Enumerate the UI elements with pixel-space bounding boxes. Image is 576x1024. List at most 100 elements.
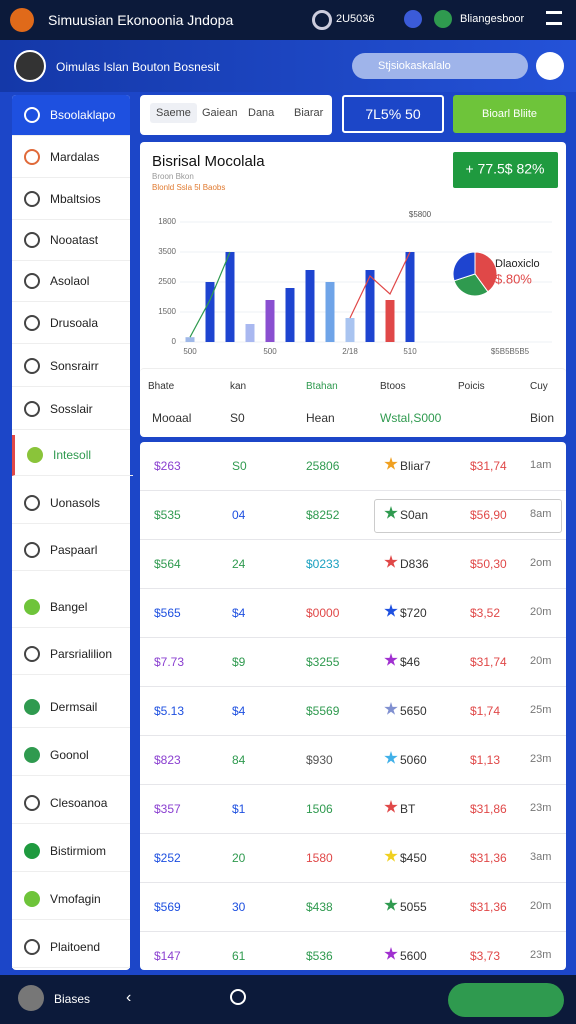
nav-icon: [24, 315, 40, 331]
nav-icon: [24, 401, 40, 417]
line: [189, 251, 231, 338]
cell: 20m: [530, 655, 552, 667]
cell: $31,74: [470, 459, 507, 473]
nav-item[interactable]: Goonol: [12, 735, 130, 776]
cell: 30: [232, 900, 246, 914]
cell: $263: [154, 459, 181, 473]
menu-icon[interactable]: [546, 11, 562, 25]
nav-item[interactable]: Bsoolaklapo: [12, 95, 130, 136]
cell: $4: [232, 704, 246, 718]
nav-label: Paspaarl: [50, 543, 98, 557]
nav-icon: [27, 447, 43, 463]
tab[interactable]: Gaiean: [202, 107, 238, 119]
nav-item[interactable]: Mbaltsios: [12, 179, 130, 220]
nav-item[interactable]: Asolaol: [12, 261, 130, 302]
chart-subtitle: Broon Bkon: [152, 172, 194, 181]
table-row[interactable]: $7.73 $9 $3255 $46 $31,74 20m: [140, 638, 566, 687]
nav-icon: [24, 232, 40, 248]
cell: $7.73: [154, 655, 185, 669]
nav-icon: [24, 599, 40, 615]
cell: $8252: [306, 508, 340, 522]
bar: [385, 300, 395, 342]
nav-item[interactable]: Uonasols: [12, 483, 130, 524]
cell: 25806: [306, 459, 340, 473]
pie-caption: $5B5B5B5: [491, 347, 530, 356]
tab[interactable]: Saeme: [150, 103, 197, 123]
cell: $535: [154, 508, 181, 522]
user-icon[interactable]: [434, 10, 452, 28]
nav-item[interactable]: Sosslair: [12, 389, 130, 430]
cell: $4: [232, 606, 246, 620]
table-row[interactable]: $564 24 $0233 D836 $50,30 2om: [140, 540, 566, 589]
table-row[interactable]: $263 S0 25806 Bliar7 $31,74 1am: [140, 442, 566, 491]
star-icon: [384, 800, 398, 813]
stat-button[interactable]: 7L5% 50: [342, 95, 444, 133]
nav-item[interactable]: Vmofagin: [12, 879, 130, 920]
nav-item[interactable]: Bistirmiom: [12, 831, 130, 872]
search-icon[interactable]: [230, 989, 246, 1005]
star-icon: [384, 457, 398, 470]
table-row[interactable]: $823 84 $930 5060 $1,13 23m: [140, 736, 566, 785]
cell: $9: [232, 655, 246, 669]
nav-item[interactable]: Bangel: [12, 587, 130, 628]
nav-item[interactable]: Dermsail: [12, 687, 130, 728]
nav-item[interactable]: Sonsrairr: [12, 346, 130, 387]
action-button[interactable]: Bioarl Bliite: [453, 95, 566, 133]
bar: [185, 337, 195, 342]
nav-item[interactable]: Clesoanoa: [12, 783, 130, 824]
table-row[interactable]: $565 $4 $0000 $720 $3,52 20m: [140, 589, 566, 638]
nav-item[interactable]: Intesoll: [12, 435, 133, 476]
summary-cell: Hean: [306, 411, 335, 425]
cell: 84: [232, 753, 246, 767]
sub-bar: Oimulas Islan Bouton Bosnesit Stjsiokask…: [0, 40, 576, 92]
nav-item[interactable]: Drusoala: [12, 303, 130, 344]
nav-item[interactable]: Mardalas: [12, 137, 130, 178]
cell: $31,36: [470, 851, 507, 865]
search-icon[interactable]: [312, 10, 332, 30]
tab[interactable]: Biarar: [294, 107, 324, 119]
avatar[interactable]: [18, 985, 44, 1011]
sidebar: Bsoolaklapo Mardalas Mbaltsios Nooatast Asol…: [12, 95, 133, 970]
star-icon: [384, 604, 398, 617]
cell: Bliar7: [400, 459, 431, 473]
nav-icon: [24, 891, 40, 907]
star-icon: [384, 947, 398, 960]
cell: 23m: [530, 949, 552, 961]
table-row[interactable]: $569 30 $438 5055 $31,36 20m: [140, 883, 566, 932]
table-row[interactable]: $535 04 $8252 S0an $56,90 8am: [140, 491, 566, 540]
back-icon[interactable]: ‹: [126, 989, 132, 1006]
table-row[interactable]: $252 20 1580 $450 $31,36 3am: [140, 834, 566, 883]
nav-label: Plaitoend: [50, 940, 101, 954]
app-title: Simuusian Ekonoonia Jndopa: [48, 12, 234, 28]
cell: $720: [400, 606, 427, 620]
nav-item[interactable]: Nooatast: [12, 220, 130, 261]
cell: $450: [400, 851, 427, 865]
action-pill[interactable]: [448, 983, 564, 1017]
nav-item[interactable]: Plaitoend: [12, 927, 130, 968]
column-header: Bhate: [148, 381, 175, 392]
bar: [225, 252, 235, 342]
cell: $5569: [306, 704, 340, 718]
avatar[interactable]: [14, 50, 46, 82]
nav-label: Mardalas: [50, 150, 100, 164]
nav-label: Parsrialilion: [50, 647, 113, 661]
cell: $823: [154, 753, 181, 767]
footer-label: Biases: [54, 992, 91, 1006]
tab[interactable]: Dana: [248, 107, 275, 119]
nav-item[interactable]: Paspaarl: [12, 530, 130, 571]
notify-icon[interactable]: [404, 10, 422, 28]
cell: $31,74: [470, 655, 507, 669]
cell: $3,73: [470, 949, 501, 963]
table-row[interactable]: $147 61 $536 5600 $3,73 23m: [140, 932, 566, 981]
stat: 2U5036: [336, 13, 375, 25]
nav-item[interactable]: Parsrialilion: [12, 634, 130, 675]
cell: 5650: [400, 704, 427, 718]
table-row[interactable]: $357 $1 1506 BT $31,86 23m: [140, 785, 566, 834]
search-field[interactable]: Stjsiokaskalalo: [352, 53, 528, 79]
cell: $1,74: [470, 704, 501, 718]
avatar[interactable]: [536, 52, 564, 80]
x-tick-label: 510: [403, 347, 417, 356]
table-row[interactable]: $5.13 $4 $5569 5650 $1,74 25m: [140, 687, 566, 736]
cell: $5.13: [154, 704, 185, 718]
